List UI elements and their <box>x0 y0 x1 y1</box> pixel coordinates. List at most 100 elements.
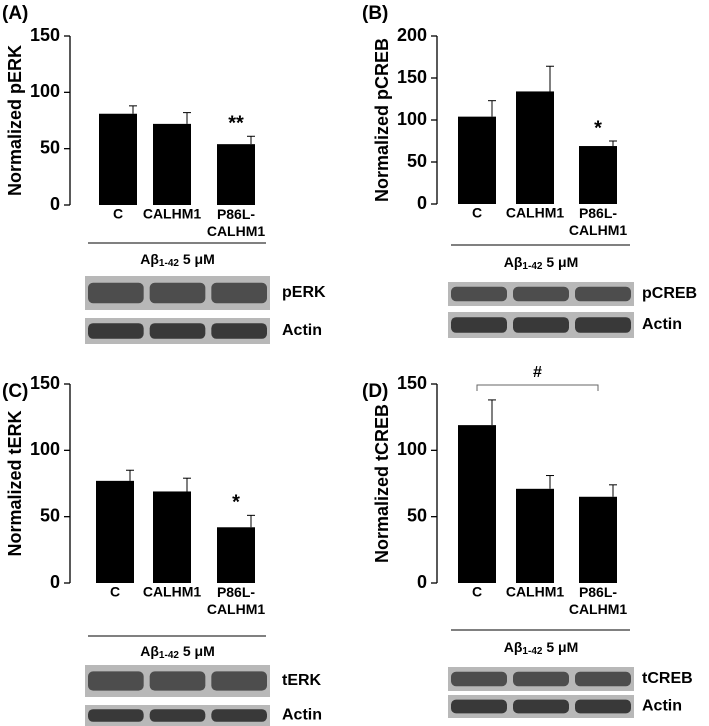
bar <box>516 488 554 583</box>
bar <box>153 123 191 205</box>
significance: * <box>594 117 602 139</box>
label-line: CALHM1 <box>207 601 266 617</box>
bar <box>458 425 496 583</box>
bar <box>99 113 137 205</box>
label-line: P86L- <box>579 584 617 600</box>
treatment-label: Aβ1-42 5 μM <box>140 643 214 661</box>
blot-band <box>513 317 569 333</box>
bar <box>96 480 134 583</box>
blot-label: tERK <box>282 672 322 689</box>
y-axis-label: Normalized pERK <box>5 45 25 196</box>
x-tick-label: P86L-CALHM1 <box>569 205 628 238</box>
bar <box>516 91 554 204</box>
blot-band <box>88 709 144 722</box>
x-tick-label: CALHM1 <box>506 584 565 600</box>
blot-band <box>149 323 206 339</box>
y-tick-label: 0 <box>50 194 60 214</box>
blot-label: Actin <box>642 698 682 715</box>
comparison-label: # <box>533 364 542 381</box>
y-tick-label: 150 <box>30 25 60 45</box>
bar <box>579 146 617 204</box>
y-tick-label: 100 <box>30 81 60 101</box>
blot-band <box>575 286 631 302</box>
blot-band <box>451 286 507 302</box>
x-tick-label: P86L-CALHM1 <box>569 584 628 617</box>
panel-label: (B) <box>362 3 388 24</box>
y-axis-label: Normalized pCREB <box>372 38 392 202</box>
blot-label: pERK <box>282 284 326 301</box>
blot-band <box>513 671 569 687</box>
blot-band <box>149 282 206 304</box>
x-tick-label: CALHM1 <box>506 205 565 221</box>
label-line: P86L- <box>217 206 255 222</box>
y-tick-label: 200 <box>397 25 427 45</box>
y-tick-label: 100 <box>30 439 60 459</box>
comparison-bracket <box>476 384 599 391</box>
blot-label: Actin <box>642 316 682 333</box>
x-tick-label: P86L-CALHM1 <box>207 206 266 239</box>
blot-band <box>575 699 631 714</box>
y-tick-label: 100 <box>397 439 427 459</box>
treatment-rest: 5 μM <box>542 254 578 270</box>
blot-band <box>451 317 507 333</box>
y-tick-label: 150 <box>30 373 60 393</box>
y-tick-label: 100 <box>397 109 427 129</box>
blot-band <box>211 323 267 339</box>
blot-label: pCREB <box>642 285 697 302</box>
y-tick-label: 0 <box>417 193 427 213</box>
label-line: P86L- <box>217 584 255 600</box>
label-line: P86L- <box>579 205 617 221</box>
x-tick-label: C <box>110 584 120 600</box>
y-tick-label: 150 <box>397 373 427 393</box>
treatment-base: Aβ <box>140 251 159 267</box>
y-axis-label: Normalized tCREB <box>372 404 392 563</box>
blot-band <box>451 699 507 714</box>
y-tick-label: 50 <box>407 151 427 171</box>
bar <box>579 496 617 583</box>
treatment-base: Aβ <box>140 643 159 659</box>
treatment-label: Aβ1-42 5 μM <box>504 639 578 657</box>
y-tick-label: 50 <box>40 505 60 525</box>
treatment-rest: 5 μM <box>179 251 215 267</box>
blot-band <box>88 671 144 691</box>
x-tick-label: C <box>472 205 482 221</box>
blot-band <box>149 709 206 722</box>
blot-band <box>88 282 144 304</box>
blot-label: Actin <box>282 707 322 724</box>
y-tick-label: 0 <box>417 572 427 592</box>
blot-band <box>211 709 267 722</box>
treatment-rest: 5 μM <box>179 643 215 659</box>
treatment-label: Aβ1-42 5 μM <box>140 251 214 269</box>
x-tick-label: P86L-CALHM1 <box>207 584 266 617</box>
blot-label: tCREB <box>642 670 693 687</box>
blot-band <box>451 671 507 687</box>
significance: * <box>232 492 240 514</box>
bar <box>217 527 255 583</box>
treatment-sub: 1-42 <box>159 650 179 661</box>
blot-band <box>513 286 569 302</box>
panel-label: (C) <box>2 381 28 402</box>
label-line: CALHM1 <box>207 223 266 239</box>
y-axis-label: Normalized tERK <box>5 410 25 556</box>
x-tick-label: CALHM1 <box>143 206 202 222</box>
treatment-sub: 1-42 <box>522 261 542 272</box>
y-tick-label: 150 <box>397 67 427 87</box>
y-tick-label: 0 <box>50 572 60 592</box>
x-tick-label: CALHM1 <box>143 584 202 600</box>
treatment-sub: 1-42 <box>522 646 542 657</box>
treatment-sub: 1-42 <box>159 258 179 269</box>
panel-label: (D) <box>362 381 388 402</box>
y-tick-label: 50 <box>40 137 60 157</box>
label-line: CALHM1 <box>569 222 628 238</box>
blot-band <box>211 671 267 691</box>
blot-band <box>211 282 267 304</box>
panel-label: (A) <box>2 3 28 24</box>
x-tick-label: C <box>472 584 482 600</box>
bar <box>153 491 191 583</box>
significance: ** <box>228 113 244 135</box>
bar <box>458 116 496 204</box>
treatment-label: Aβ1-42 5 μM <box>504 254 578 272</box>
treatment-rest: 5 μM <box>542 639 578 655</box>
treatment-base: Aβ <box>504 639 523 655</box>
